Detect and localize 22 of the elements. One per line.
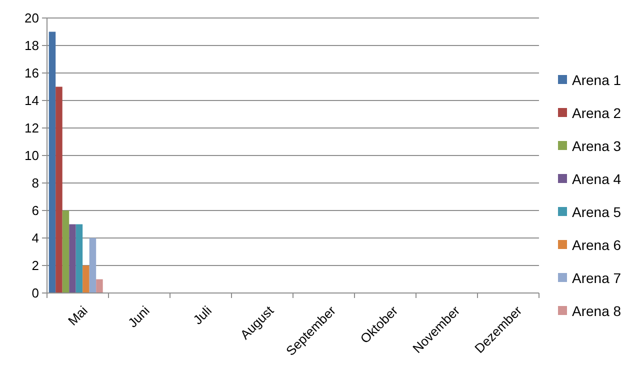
y-tick-label: 2 bbox=[32, 258, 39, 274]
y-tick-label: 4 bbox=[32, 230, 39, 246]
legend-label: Arena 8 bbox=[572, 302, 622, 319]
y-tick-label: 16 bbox=[24, 66, 39, 81]
legend-label: Arena 4 bbox=[572, 170, 622, 187]
y-tick-label: 20 bbox=[24, 10, 39, 26]
y-tick-label: 6 bbox=[32, 203, 39, 218]
y-tick-label: 10 bbox=[24, 148, 39, 164]
legend-label: Arena 7 bbox=[572, 270, 622, 286]
y-tick-label: 0 bbox=[32, 286, 39, 301]
x-tick-label: Juni bbox=[124, 302, 153, 330]
x-tick-label: Juli bbox=[190, 302, 215, 328]
legend-label: Arena 1 bbox=[572, 72, 622, 88]
y-tick-label: 8 bbox=[32, 176, 39, 191]
y-tick-label: 14 bbox=[24, 93, 39, 108]
legend-label: Arena 5 bbox=[572, 204, 622, 220]
legend-label: Arena 3 bbox=[572, 138, 622, 154]
legend-label: Arena 2 bbox=[572, 104, 622, 121]
y-tick-label: 12 bbox=[24, 120, 39, 136]
y-tick-label: 18 bbox=[24, 38, 39, 54]
legend-label: Arena 6 bbox=[572, 236, 622, 253]
x-tick-label: Mai bbox=[64, 302, 90, 328]
